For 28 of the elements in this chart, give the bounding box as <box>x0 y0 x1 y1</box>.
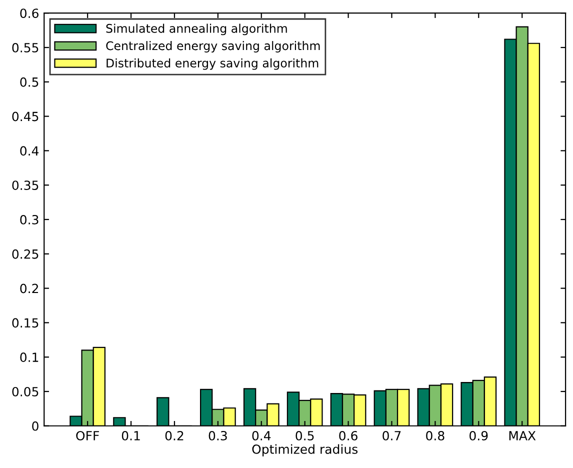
x-tick-label: 0.6 <box>339 430 358 440</box>
x-tick-label: MAX <box>509 431 536 440</box>
y-tick-label: 0.3 <box>20 214 38 224</box>
y-tick-label: 0.6 <box>20 8 38 18</box>
x-tick-label: 0.7 <box>382 430 401 440</box>
x-tick-label: 0.5 <box>296 430 314 440</box>
legend-label: Centralized energy saving algorithm <box>106 41 320 52</box>
y-tick-label: 0.55 <box>12 42 38 52</box>
y-tick-label: 0 <box>32 421 38 431</box>
x-tick-label: 0.2 <box>165 430 184 440</box>
y-tick-label: 0.35 <box>12 180 38 190</box>
x-tick-label: OFF <box>76 430 99 440</box>
x-tick-label: 0.3 <box>208 430 227 440</box>
y-tick-label: 0.2 <box>20 284 38 294</box>
legend-label: Distributed energy saving algorithm <box>106 58 318 70</box>
y-tick-label: 0.25 <box>12 249 38 259</box>
x-tick-label: 0.4 <box>252 430 271 440</box>
y-tick-label: 0.5 <box>20 77 38 87</box>
y-tick-label: 0.1 <box>20 352 38 362</box>
x-tick-label: 0.8 <box>426 430 444 440</box>
y-tick-label: 0.4 <box>20 146 39 156</box>
x-tick-label: 0.9 <box>470 430 488 440</box>
legend-label: Simulated annealing algorithm <box>106 24 287 36</box>
x-tick-label: 0.1 <box>122 430 140 440</box>
y-tick-label: 0.05 <box>12 386 38 396</box>
x-axis-title: Optimized radius <box>252 444 358 456</box>
y-tick-label: 0.45 <box>12 112 38 122</box>
y-tick-label: 0.15 <box>12 318 38 328</box>
